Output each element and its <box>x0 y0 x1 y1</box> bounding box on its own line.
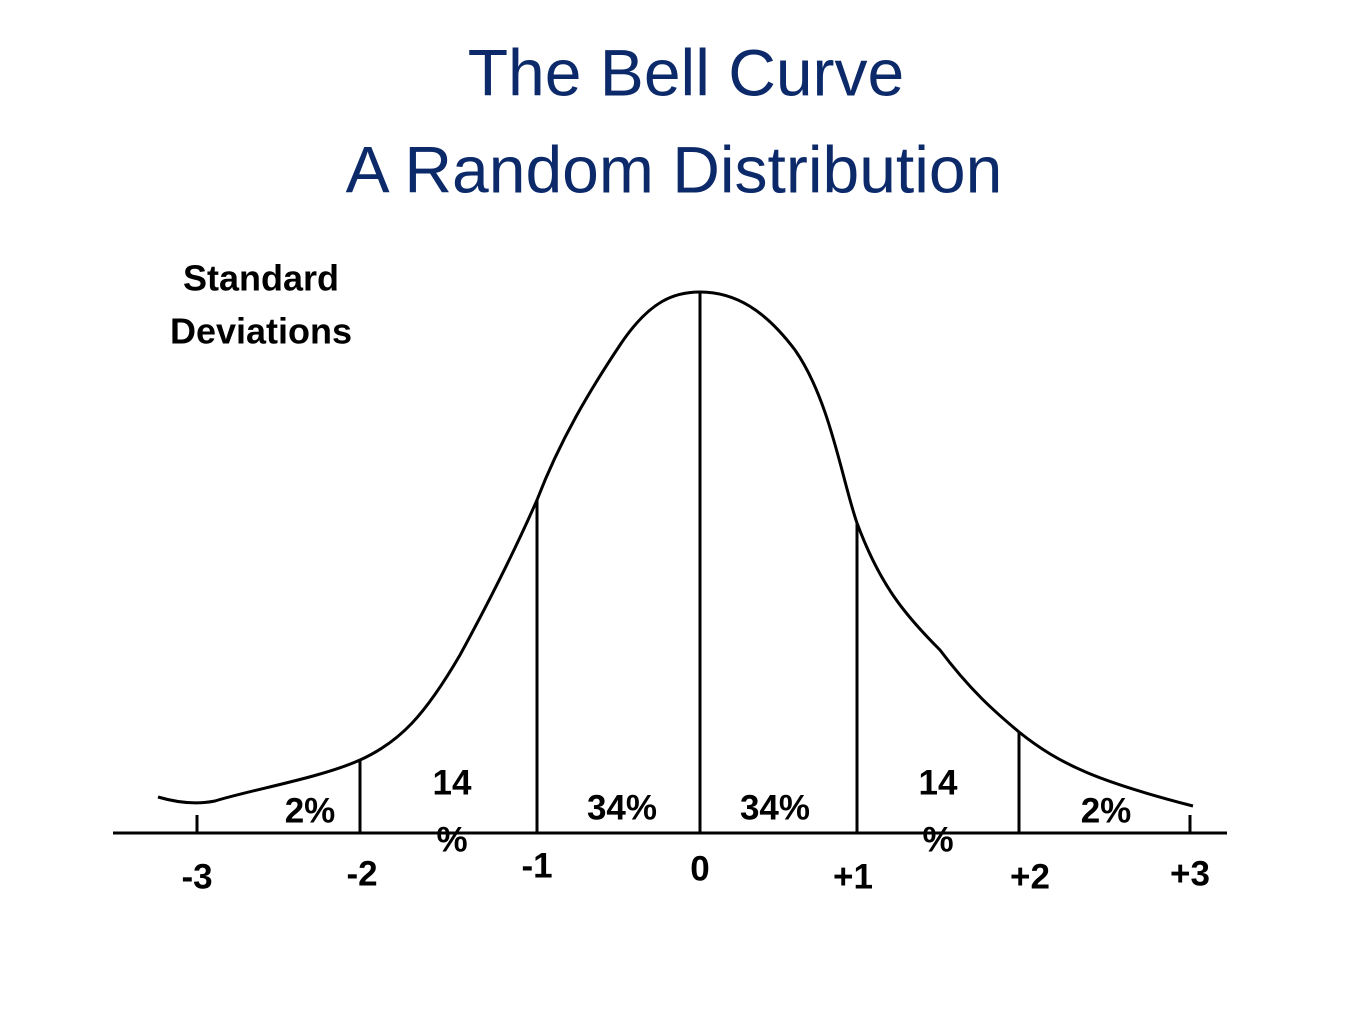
tick-label: -1 <box>521 846 552 885</box>
segment-label: % <box>436 820 467 859</box>
tick-label: +1 <box>833 857 873 896</box>
segment-label: 14 <box>919 763 958 802</box>
segment-label: % <box>922 820 953 859</box>
tick-label: +3 <box>1170 854 1210 893</box>
title-line: The Bell Curve <box>468 35 905 109</box>
bell-curve <box>157 290 1194 808</box>
segment-label: 2% <box>1081 791 1132 830</box>
segment-label: 2% <box>285 791 336 830</box>
segment-label: 34% <box>740 788 810 827</box>
tick-label: -3 <box>181 857 212 896</box>
tick-label: -2 <box>346 854 377 893</box>
axis-note: Standard <box>183 258 339 299</box>
tick-label: 0 <box>690 849 709 888</box>
title-line: A Random Distribution <box>346 132 1003 206</box>
segment-label: 14 <box>433 763 472 802</box>
tick-label: +2 <box>1010 857 1050 896</box>
axis-note: Deviations <box>170 311 352 352</box>
segment-label: 34% <box>587 788 657 827</box>
